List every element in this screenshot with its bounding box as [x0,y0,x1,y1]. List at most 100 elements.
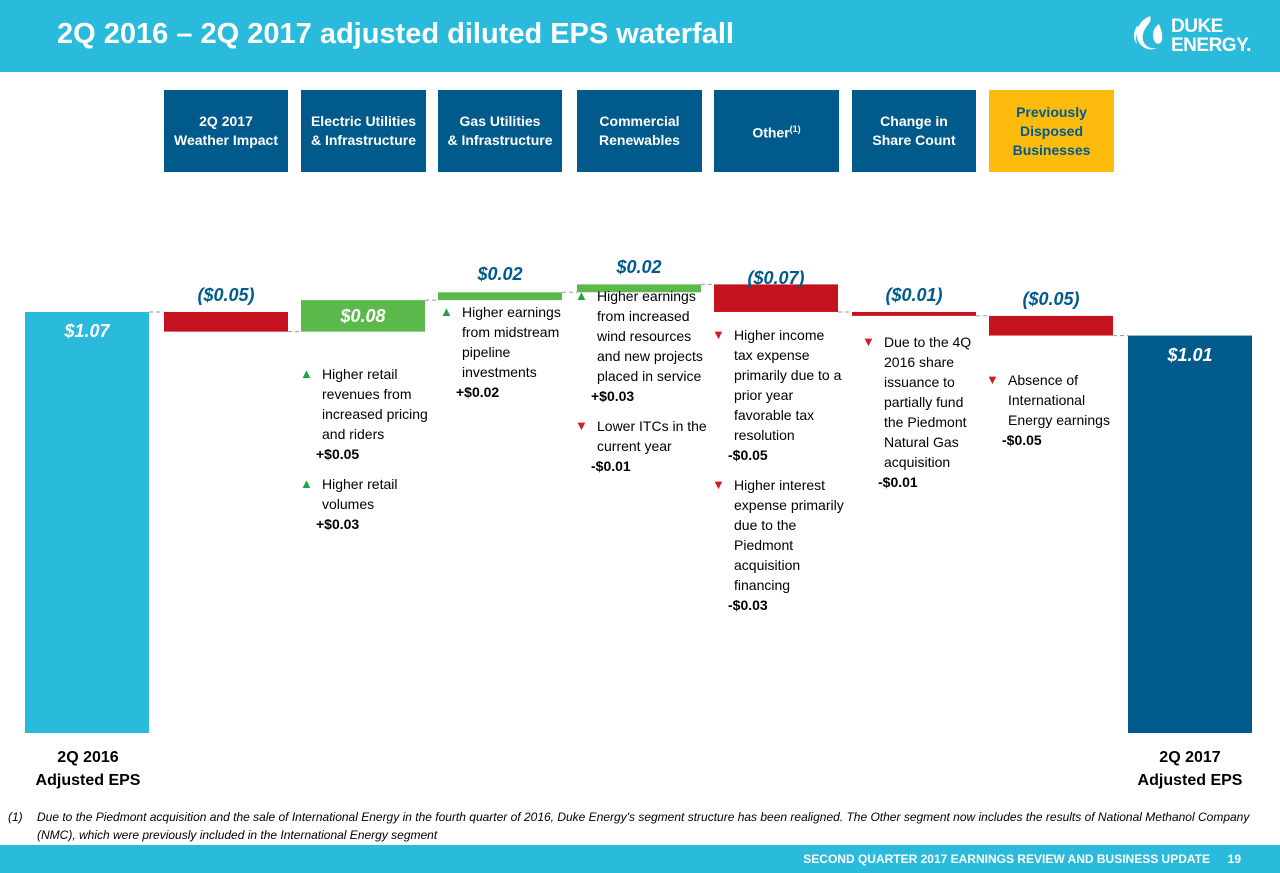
note-line: prior year [734,387,794,403]
note-line: International [1008,392,1086,408]
triangle-down-icon: ▼ [862,334,875,349]
note-line: Higher interest [734,477,826,493]
bar-value-label: $0.02 [477,264,523,285]
note-line: issuance to [884,374,955,390]
segment-label: Previously [1016,103,1087,120]
waterfall-bar-0 [25,311,149,733]
end-axis-label: 2Q 2017 Adjusted EPS [1138,746,1243,792]
notes-electric: ▲ Higher retail revenues from increased pri… [300,364,428,544]
note-amount: +$0.03 [316,516,360,532]
bar-value-label: $0.08 [340,305,386,326]
notes-other: ▼ Higher income tax expense primarily due t… [712,325,844,625]
segment-label: Renewables [599,132,680,148]
notes-disposed: ▼ Absence of International Energy earnings -… [986,370,1110,460]
triangle-up-icon: ▲ [575,288,588,303]
note-bullet: ▼ Higher interest expense primarily due to … [712,475,844,615]
note-line: and new projects [597,348,703,364]
bar-value-label: ($0.05) [1022,288,1080,309]
bar-value-label: ($0.05) [197,284,255,305]
note-amount: -$0.01 [591,458,631,474]
notes-renewables: ▲ Higher earnings from increased wind resou… [575,286,707,486]
footnote-line: (NMC), which were previously included in… [37,828,438,842]
note-line: pipeline [462,344,511,360]
note-line: current year [597,438,672,454]
note-line: resolution [734,427,795,443]
note-line: Higher income [734,327,825,343]
triangle-down-icon: ▼ [712,477,725,492]
note-line: wind resources [597,328,692,344]
waterfall-bar-3 [438,292,562,301]
axis-label-line: Adjusted EPS [1137,772,1243,789]
triangle-up-icon: ▲ [300,476,313,491]
note-line: Higher retail [322,476,398,492]
bar-value-label: ($0.01) [885,284,943,305]
note-line: Natural Gas [884,434,959,450]
bar-value-label: $1.07 [64,320,110,341]
segment-box-disposed: Previously Disposed Businesses [989,90,1114,172]
note-line: Lower ITCs in the [597,418,707,434]
triangle-down-icon: ▼ [575,418,588,433]
triangle-down-icon: ▼ [712,327,725,342]
segment-label: Gas Utilities [459,113,541,129]
note-bullet: ▼ Lower ITCs in the current year -$0.01 [575,416,707,476]
note-line: Energy earnings [1008,412,1110,428]
start-axis-label: 2Q 2016 Adjusted EPS [36,746,141,792]
note-line: 2016 share [884,354,955,370]
note-line: Higher earnings [462,304,561,320]
logo-line-2: ENERGY. [1171,35,1251,56]
segment-label: Businesses [1012,141,1091,158]
note-amount: -$0.05 [728,447,768,463]
notes-gas: ▲ Higher earnings from midstream pipeline in… [440,302,561,412]
note-amount: -$0.01 [878,474,918,490]
note-line: placed in service [597,368,702,384]
note-amount: -$0.05 [1002,432,1042,448]
note-line: due to the [734,517,797,533]
note-line: financing [734,577,791,593]
waterfall-bar-5 [714,284,838,312]
note-amount: +$0.03 [591,388,635,404]
triangle-up-icon: ▲ [300,366,313,381]
note-bullet: ▼ Absence of International Energy earnings -… [986,370,1110,450]
segment-label: Electric Utilities [310,113,417,129]
note-line: increased pricing [322,406,428,422]
note-line: from increased [597,308,690,324]
note-line: favorable tax [734,407,815,423]
footnote-marker: (1) [789,123,801,134]
note-amount: -$0.03 [728,597,768,613]
bar-value-label: $0.02 [616,257,662,278]
note-line: from midstream [462,324,560,340]
axis-label-line: Adjusted EPS [35,772,141,789]
waterfall-bar-2 [301,300,425,332]
note-line: partially fund [884,394,964,410]
note-line: acquisition [884,454,951,470]
waterfall-bar-1 [164,311,288,332]
segment-box-weather: 2Q 2017 Weather Impact [164,90,288,172]
triangle-down-icon: ▼ [986,372,999,387]
segment-label: & Infrastructure [447,132,553,148]
note-line: acquisition [734,557,801,573]
segment-label: 2Q 2017 [199,113,253,129]
segment-label: Other [752,124,790,141]
note-bullet: ▲ Higher retail revenues from increased pri… [300,364,428,464]
axis-label-line: 2Q 2016 [57,749,119,766]
note-bullet: ▲ Higher earnings from increased wind resou… [575,286,707,406]
segment-box-share-count: Change in Share Count [852,90,976,172]
segment-label: & Infrastructure [310,132,416,148]
footer-bar: SECOND QUARTER 2017 EARNINGS REVIEW AND … [0,845,1280,873]
note-line: Piedmont [734,537,794,553]
note-bullet: ▼ Due to the 4Q 2016 share issuance to parti… [862,332,971,492]
triangle-up-icon: ▲ [440,304,453,319]
header-bar: 2Q 2016 – 2Q 2017 adjusted diluted EPS w… [0,0,1280,72]
segment-label: Weather Impact [174,132,278,148]
footnote-text: Due to the Piedmont acquisition and the … [37,808,1249,844]
note-line: Due to the 4Q [884,334,972,350]
waterfall-bar-4 [577,284,701,293]
page-number: 19 [1227,852,1241,866]
logo-line-1: DUKE [1171,16,1223,37]
note-line: and riders [322,426,385,442]
note-line: revenues from [322,386,412,402]
duke-energy-flame-icon [1134,16,1163,50]
note-amount: +$0.02 [456,384,500,400]
note-line: Absence of [1008,372,1079,388]
